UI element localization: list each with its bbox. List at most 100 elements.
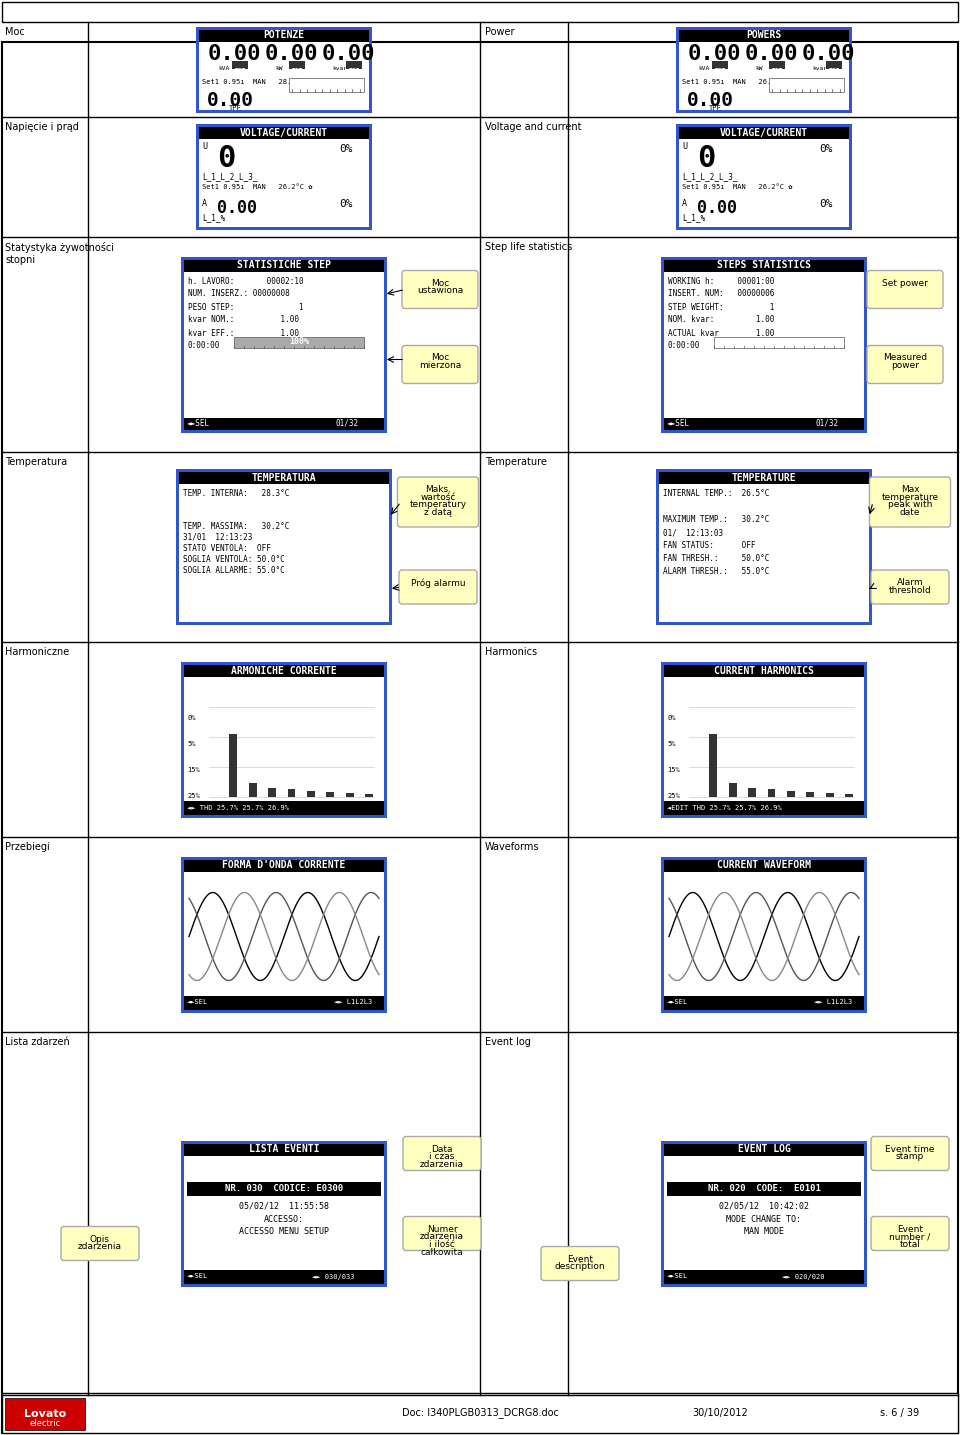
Text: TPF: TPF — [709, 106, 722, 112]
Text: peak with: peak with — [888, 501, 932, 509]
Text: U: U — [682, 142, 687, 151]
Text: MODE CHANGE TO:: MODE CHANGE TO: — [727, 1215, 802, 1224]
Text: Voltage and current: Voltage and current — [485, 122, 582, 132]
Text: Set1 0.95ı  MAN   26.2°C ✿: Set1 0.95ı MAN 26.2°C ✿ — [202, 184, 313, 189]
FancyBboxPatch shape — [402, 346, 478, 383]
Text: Event: Event — [897, 1224, 923, 1234]
Text: 0%: 0% — [819, 199, 832, 210]
Text: 31/01  12:13:23: 31/01 12:13:23 — [183, 532, 252, 542]
Text: 0.00: 0.00 — [322, 43, 374, 63]
Bar — [664, 996, 864, 1009]
Bar — [181, 1141, 387, 1287]
Bar — [664, 664, 864, 676]
FancyBboxPatch shape — [870, 476, 950, 527]
Text: Temperatura: Temperatura — [5, 456, 67, 466]
Bar — [289, 77, 364, 92]
Text: TOT: TOT — [714, 69, 726, 73]
Text: Power: Power — [485, 27, 515, 37]
Bar — [787, 791, 795, 796]
Bar — [184, 1144, 384, 1155]
Bar — [181, 662, 387, 818]
Text: 0%: 0% — [339, 144, 352, 154]
Text: TPF: TPF — [229, 106, 242, 112]
Text: electric: electric — [30, 1419, 60, 1428]
Bar — [181, 857, 387, 1013]
Bar — [806, 792, 814, 796]
Bar — [184, 1270, 384, 1283]
Bar — [184, 664, 384, 815]
Bar — [661, 857, 867, 1013]
Bar — [184, 1144, 384, 1283]
Text: Moc: Moc — [431, 278, 449, 287]
FancyBboxPatch shape — [397, 476, 478, 527]
Text: 0%: 0% — [667, 716, 676, 722]
Bar — [667, 1181, 861, 1195]
Bar — [268, 788, 276, 796]
Text: ACTUAL kvar        1.00: ACTUAL kvar 1.00 — [668, 329, 775, 337]
Bar — [664, 1144, 864, 1283]
Text: ◄►SEL: ◄►SEL — [667, 1000, 688, 1006]
Text: INSERT. NUM:   00000006: INSERT. NUM: 00000006 — [668, 290, 775, 298]
Text: ◄► 030/033: ◄► 030/033 — [311, 1273, 354, 1280]
Bar — [346, 60, 362, 69]
Text: Set1 0.95ı  MAN   26.2°C ✿: Set1 0.95ı MAN 26.2°C ✿ — [682, 79, 793, 85]
Bar — [768, 789, 776, 796]
Text: Measured: Measured — [883, 353, 927, 363]
Text: STEPS STATISTICS: STEPS STATISTICS — [717, 261, 811, 271]
Text: Przebiegi: Przebiegi — [5, 842, 50, 852]
Text: zdarzenia: zdarzenia — [78, 1243, 122, 1251]
Bar — [2, 1393, 958, 1434]
Text: Set power: Set power — [882, 278, 928, 287]
Text: power: power — [891, 362, 919, 370]
Text: WORKING h:     00001:00: WORKING h: 00001:00 — [668, 277, 775, 286]
Text: A: A — [202, 199, 207, 208]
FancyBboxPatch shape — [402, 271, 478, 309]
Bar — [288, 789, 296, 796]
Bar — [664, 664, 864, 815]
Text: Harmoniczne: Harmoniczne — [5, 647, 69, 657]
Bar — [664, 260, 864, 429]
Text: TOT: TOT — [772, 69, 782, 73]
Bar — [679, 128, 849, 139]
Bar — [184, 260, 384, 271]
Bar — [676, 123, 852, 230]
Text: 30/10/2012: 30/10/2012 — [692, 1408, 748, 1418]
Text: STATISTICHE STEP: STATISTICHE STEP — [237, 261, 331, 271]
Bar — [229, 733, 237, 796]
Text: Lista zdarzeń: Lista zdarzeń — [5, 1038, 70, 1048]
Text: SOGLIA VENTOLA: 50.0°C: SOGLIA VENTOLA: 50.0°C — [183, 555, 285, 564]
Text: 0:00:00: 0:00:00 — [188, 342, 221, 350]
Bar — [661, 662, 867, 818]
Bar — [679, 128, 849, 227]
Text: FAN STATUS:      OFF: FAN STATUS: OFF — [663, 541, 756, 550]
Text: STEP WEIGHT:          1: STEP WEIGHT: 1 — [668, 303, 775, 311]
Text: PESO STEP:              1: PESO STEP: 1 — [188, 303, 303, 311]
Text: total: total — [900, 1240, 921, 1248]
Text: ◄►SEL: ◄►SEL — [667, 419, 690, 428]
Bar — [664, 860, 864, 1009]
Bar — [346, 794, 353, 796]
Text: wartość: wartość — [420, 492, 456, 502]
Text: 25%: 25% — [667, 794, 680, 799]
Bar — [199, 128, 369, 139]
Text: description: description — [555, 1263, 606, 1271]
Bar — [181, 257, 387, 432]
Text: POWERS: POWERS — [746, 30, 781, 40]
Bar — [664, 418, 864, 429]
Bar — [184, 664, 384, 676]
Text: ◄►SEL: ◄►SEL — [187, 419, 210, 428]
Text: 0.00: 0.00 — [687, 92, 734, 110]
Bar — [187, 1181, 381, 1195]
Text: Set1 0.95ı  MAN   28.0°C ✿: Set1 0.95ı MAN 28.0°C ✿ — [202, 79, 313, 85]
Bar — [249, 784, 256, 796]
Bar — [184, 860, 384, 1009]
Text: 15%: 15% — [667, 768, 680, 773]
Text: kW: kW — [755, 66, 762, 72]
FancyBboxPatch shape — [867, 346, 943, 383]
Text: kvar: kvar — [332, 66, 347, 72]
Text: U: U — [202, 142, 207, 151]
Text: CURRENT HARMONICS: CURRENT HARMONICS — [714, 666, 814, 676]
Bar — [196, 26, 372, 112]
Bar — [2, 1, 958, 22]
Bar — [307, 791, 315, 796]
